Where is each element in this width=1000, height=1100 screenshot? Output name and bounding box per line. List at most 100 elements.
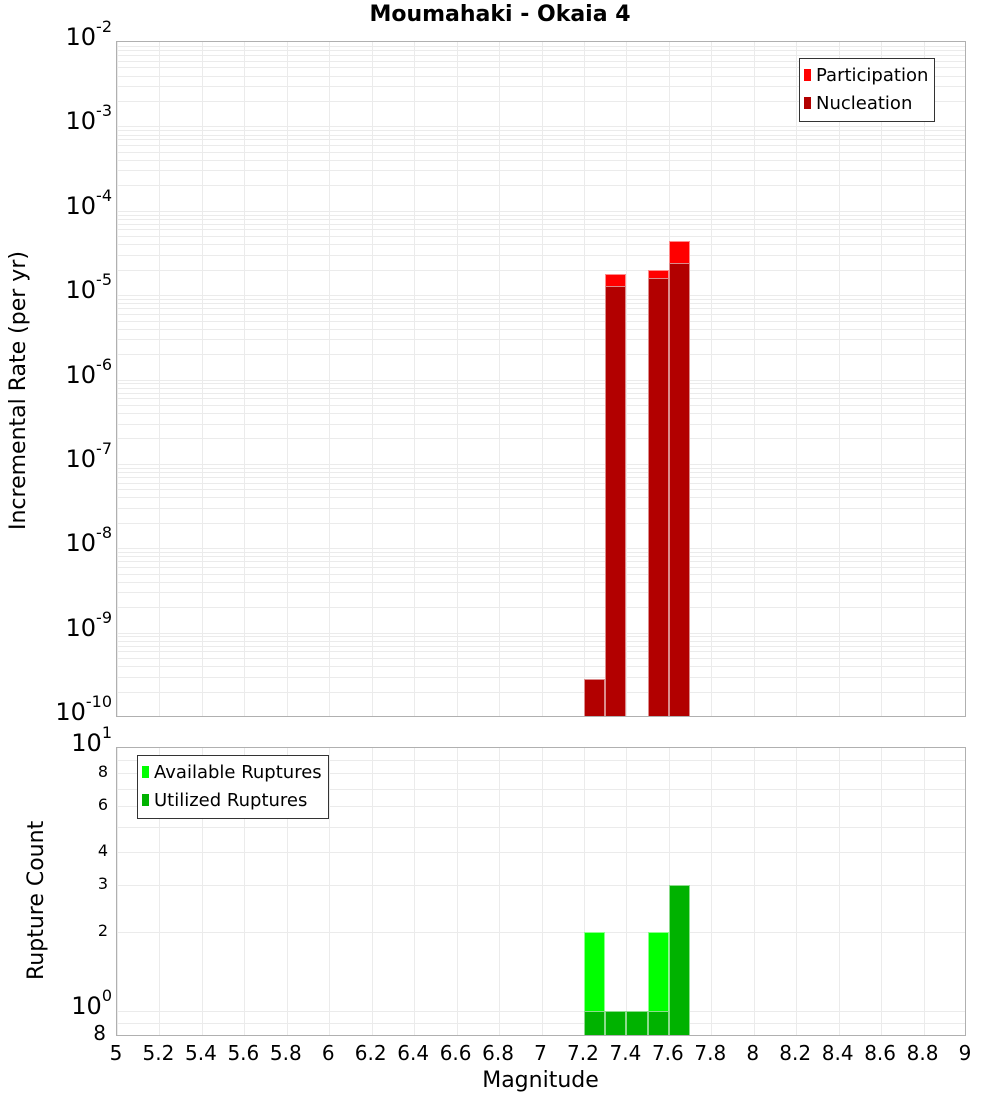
grid-line-horizontal [117,100,965,102]
grid-line-horizontal [117,581,965,583]
grid-line-horizontal [117,67,965,69]
grid-line-horizontal [117,632,965,634]
grid-line-horizontal [117,328,965,330]
tick-base: 10 [65,613,97,642]
chart-title: Moumahaki - Okaia 4 [369,2,631,27]
utilized-ruptures-bar [647,1010,669,1035]
x-tick-label: 9 [958,1041,972,1065]
x-tick-label: 7.8 [694,1041,727,1065]
grid-line-horizontal [117,1022,965,1024]
grid-line-horizontal [117,308,965,310]
grid-line-horizontal [117,645,965,647]
grid-line-horizontal [117,885,965,887]
grid-line-horizontal [117,497,965,499]
grid-line-vertical [117,42,118,716]
rate-plot-area [116,41,966,717]
grid-line-horizontal [117,130,965,132]
grid-line-vertical [753,42,755,716]
grid-line-vertical [456,42,458,716]
tick-exponent: -4 [96,185,112,205]
grid-line-horizontal [117,607,965,609]
utilized-swatch-icon [142,794,149,806]
grid-line-horizontal [117,139,965,141]
tick-exponent: 0 [101,985,112,1005]
utilized-ruptures-bar [668,885,691,1035]
tick-base: 10 [65,107,97,136]
grid-line-vertical [499,748,501,1035]
tick-base: 10 [65,191,97,220]
nucleation-swatch-icon [804,97,811,109]
grid-line-vertical [626,42,628,716]
rate-legend: Participation Nucleation [799,58,936,122]
grid-line-vertical [117,748,118,1035]
grid-line-vertical [881,42,883,716]
grid-line-vertical [838,748,840,1035]
grid-line-horizontal [117,463,965,465]
count-legend: Available Ruptures Utilized Ruptures [137,755,329,819]
legend-item-nucleation: Nucleation [804,89,928,117]
tick-base: 10 [65,444,97,473]
y-tick-minor-label: 8 [93,1021,106,1045]
grid-line-horizontal [117,404,965,406]
grid-line-vertical [456,748,458,1035]
grid-line-vertical [923,42,925,716]
grid-line-vertical [159,748,161,1035]
nucleation-bar [583,679,606,716]
x-axis-label: Magnitude [482,1068,599,1093]
grid-line-horizontal [117,1010,965,1012]
x-tick-label: 5 [109,1041,123,1065]
grid-line-horizontal [117,151,965,153]
grid-line-horizontal [117,223,965,225]
grid-line-horizontal [117,244,965,246]
grid-line-horizontal [117,476,965,478]
grid-line-horizontal [117,666,965,668]
x-tick-label: 8.2 [779,1041,812,1065]
grid-line-vertical [796,42,798,716]
tick-base: 10 [65,276,97,305]
grid-line-horizontal [117,423,965,425]
tick-base: 10 [71,729,102,757]
grid-line-horizontal [117,556,965,558]
participation-swatch-icon [804,69,811,81]
grid-line-vertical [753,748,755,1035]
available-ruptures-bar [647,931,669,1035]
x-tick-label: 8.6 [864,1041,896,1065]
grid-line-vertical [371,42,373,716]
available-swatch-icon [142,766,149,778]
bottom-y-axis-label: Rupture Count [24,820,49,980]
available-ruptures-bar [583,931,606,1035]
grid-line-horizontal [117,788,965,790]
grid-line-horizontal [117,566,965,568]
grid-line-horizontal [117,827,965,829]
grid-line-horizontal [117,931,965,933]
grid-line-vertical [329,42,331,716]
x-tick-label: 5.6 [227,1041,260,1065]
grid-line-horizontal [117,489,965,491]
tick-base: 10 [65,529,97,558]
tick-exponent: -5 [96,270,112,290]
tick-exponent: 1 [101,723,112,742]
grid-line-horizontal [117,522,965,524]
grid-line-vertical [286,42,288,716]
grid-line-horizontal [117,676,965,678]
nucleation-bar [605,285,627,716]
grid-line-horizontal [117,126,965,128]
grid-line-vertical [711,748,713,1035]
grid-line-horizontal [117,387,965,389]
x-tick-label: 5.8 [269,1041,302,1065]
grid-line-horizontal [117,760,965,761]
utilized-ruptures-bar [583,1010,606,1035]
grid-line-horizontal [117,573,965,575]
grid-line-horizontal [117,852,965,854]
tick-exponent: -7 [96,438,112,458]
grid-line-horizontal [117,482,965,484]
y-tick-label: 10-4 [65,186,113,220]
grid-line-horizontal [117,60,965,62]
grid-line-horizontal [117,295,965,297]
grid-line-horizontal [117,773,965,775]
y-tick-label: 10-10 [55,692,112,726]
grid-line-horizontal [117,254,965,256]
grid-line-horizontal [117,561,965,563]
x-tick-label: 8 [746,1041,760,1065]
grid-line-horizontal [117,691,965,693]
